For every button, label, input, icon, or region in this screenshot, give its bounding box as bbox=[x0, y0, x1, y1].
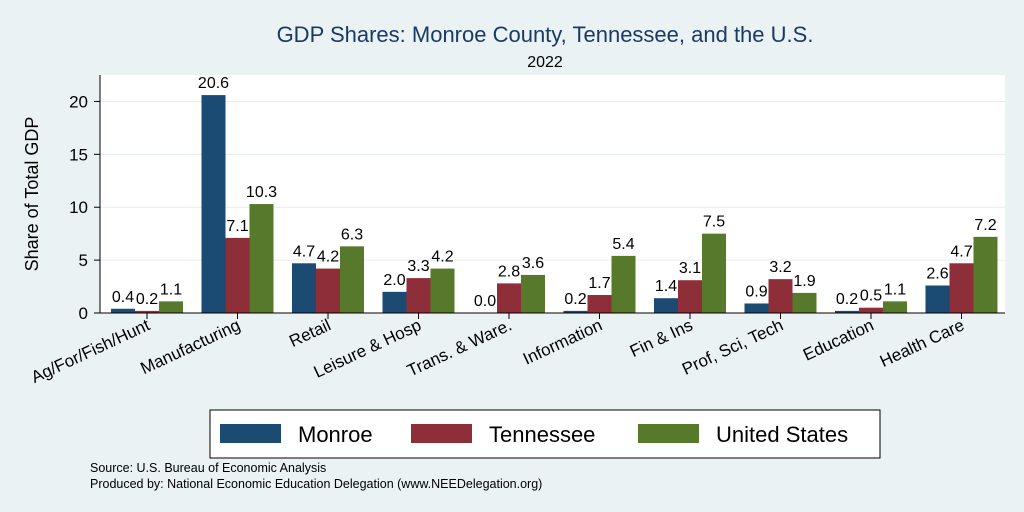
data-label: 0.9 bbox=[745, 283, 767, 300]
data-label: 5.4 bbox=[612, 236, 634, 253]
x-tick-label: Ag/For/Fish/Hunt bbox=[28, 315, 153, 387]
bar-monroe bbox=[835, 310, 859, 313]
legend-label: Tennessee bbox=[489, 422, 595, 447]
legend-swatch-tennessee bbox=[411, 424, 472, 443]
data-label: 3.1 bbox=[679, 260, 701, 277]
bar-united-states bbox=[973, 236, 998, 313]
legend: Monroe Tennessee United States bbox=[209, 409, 881, 459]
data-label: 7.2 bbox=[974, 217, 996, 234]
data-label: 4.2 bbox=[317, 249, 339, 266]
data-label: 3.6 bbox=[522, 255, 544, 272]
produced-by-text: Produced by: National Economic Education… bbox=[90, 477, 542, 491]
bar-united-states bbox=[249, 204, 274, 313]
bar-tennessee bbox=[949, 263, 974, 313]
y-tick-label: 15 bbox=[69, 145, 88, 164]
data-label: 3.2 bbox=[769, 259, 791, 276]
bar-tennessee bbox=[768, 279, 793, 313]
data-label: 1.9 bbox=[793, 273, 815, 290]
data-label: 0.2 bbox=[564, 291, 586, 308]
bar-tennessee bbox=[135, 310, 159, 313]
x-tick-label: Information bbox=[520, 315, 605, 368]
bar-monroe bbox=[925, 285, 950, 313]
chart-subtitle: 2022 bbox=[527, 54, 563, 71]
bar-united-states bbox=[521, 274, 545, 313]
bars bbox=[111, 95, 998, 313]
data-label: 1.1 bbox=[884, 281, 906, 298]
x-tick-label: Health Care bbox=[877, 315, 967, 371]
bar-united-states bbox=[883, 301, 907, 313]
bar-monroe bbox=[382, 291, 407, 313]
legend-label: United States bbox=[716, 422, 848, 447]
data-labels: 0.4 0.21.120.67.110.34.7 4.26.32.03.34.20.… bbox=[112, 75, 997, 310]
data-label: 1.7 bbox=[588, 275, 610, 292]
data-label: 0.2 bbox=[136, 291, 158, 308]
bar-united-states bbox=[702, 233, 726, 313]
legend-swatch-monroe bbox=[220, 424, 281, 443]
y-tick-label: 20 bbox=[69, 92, 88, 111]
chart-title: GDP Shares: Monroe County, Tennessee, an… bbox=[277, 22, 814, 47]
data-label: 10.3 bbox=[246, 184, 277, 201]
data-label: 7.1 bbox=[226, 218, 248, 235]
bar-tennessee bbox=[406, 278, 431, 313]
bar-monroe bbox=[292, 263, 316, 313]
bar-monroe bbox=[563, 310, 588, 313]
y-axis-label: Share of Total GDP bbox=[22, 117, 42, 272]
bar-tennessee bbox=[316, 268, 340, 313]
y-ticks: 0 5 10 15 20 bbox=[69, 92, 100, 323]
bar-monroe bbox=[654, 298, 678, 313]
bar-united-states bbox=[430, 268, 455, 313]
bar-monroe bbox=[744, 303, 769, 313]
bar-tennessee bbox=[859, 307, 883, 313]
x-tick-label: Retail bbox=[286, 315, 333, 351]
legend-box bbox=[209, 409, 881, 459]
x-tick-label: Education bbox=[800, 315, 877, 364]
data-label: 4.7 bbox=[950, 243, 972, 260]
x-tick-label: Manufacturing bbox=[138, 315, 244, 378]
bar-tennessee bbox=[678, 280, 702, 313]
y-tick-label: 5 bbox=[79, 251, 88, 270]
bar-united-states bbox=[792, 292, 817, 313]
bar-monroe bbox=[201, 95, 226, 313]
data-label: 7.5 bbox=[703, 214, 725, 231]
x-tick-label: Prof, Sci, Tech bbox=[679, 315, 786, 378]
bar-monroe bbox=[111, 308, 135, 313]
data-label: 0.4 bbox=[112, 289, 134, 306]
bar-united-states bbox=[611, 255, 636, 313]
data-label: 4.7 bbox=[293, 243, 315, 260]
legend-swatch-united-states bbox=[638, 424, 699, 443]
bar-tennessee bbox=[497, 283, 521, 313]
data-label: 0.2 bbox=[836, 291, 858, 308]
y-tick-label: 0 bbox=[79, 304, 88, 323]
source-text: Source: U.S. Bureau of Economic Analysis bbox=[90, 461, 326, 475]
data-label: 2.0 bbox=[383, 272, 405, 289]
data-label: 20.6 bbox=[198, 75, 229, 92]
legend-label: Monroe bbox=[298, 422, 373, 447]
y-tick-label: 10 bbox=[69, 198, 88, 217]
data-label: 1.4 bbox=[655, 278, 677, 295]
data-label: 2.6 bbox=[926, 265, 948, 282]
data-label: 2.8 bbox=[498, 263, 520, 280]
data-label: 0.0 bbox=[474, 293, 496, 310]
x-tick-label: Trans. & Ware. bbox=[404, 315, 514, 380]
bar-united-states bbox=[159, 301, 183, 313]
data-label: 3.3 bbox=[407, 258, 429, 275]
data-label: 4.2 bbox=[431, 249, 453, 266]
x-tick-label: Fin & Ins bbox=[627, 315, 696, 361]
data-label: 6.3 bbox=[341, 226, 363, 243]
data-label: 1.1 bbox=[160, 281, 182, 298]
bar-tennessee bbox=[587, 295, 612, 313]
bar-united-states bbox=[340, 246, 364, 313]
bar-tennessee bbox=[225, 237, 250, 313]
data-label: 0.5 bbox=[860, 288, 882, 305]
